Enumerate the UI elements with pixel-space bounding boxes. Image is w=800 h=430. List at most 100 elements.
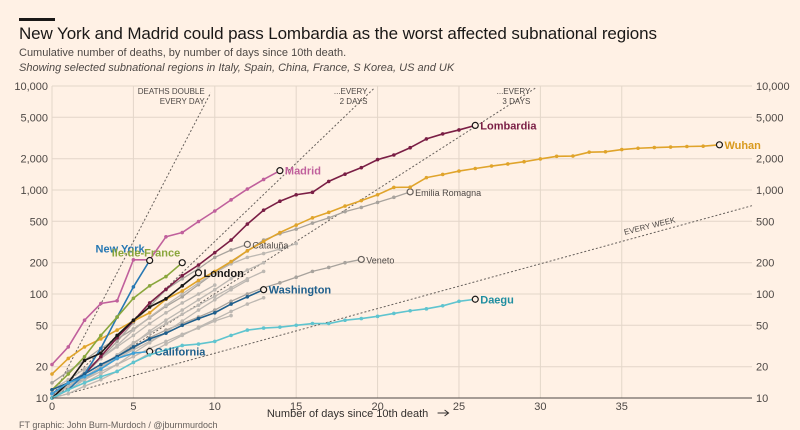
data-point bbox=[440, 132, 445, 136]
data-point bbox=[343, 204, 347, 208]
y-tick-label-left: 500 bbox=[30, 216, 48, 228]
data-point bbox=[180, 277, 185, 281]
data-point bbox=[147, 315, 152, 319]
data-point bbox=[99, 346, 103, 351]
data-point bbox=[115, 339, 119, 344]
data-point bbox=[212, 269, 217, 274]
data-point bbox=[212, 209, 217, 213]
data-point bbox=[359, 205, 364, 210]
data-point bbox=[99, 367, 103, 371]
y-tick-label-left: 10 bbox=[36, 393, 48, 405]
data-point bbox=[310, 269, 315, 274]
series-endpoint bbox=[146, 256, 154, 265]
data-point bbox=[229, 248, 233, 252]
data-point bbox=[196, 308, 201, 312]
data-point bbox=[66, 384, 71, 388]
data-point bbox=[212, 283, 217, 287]
data-point bbox=[375, 200, 380, 205]
y-tick-label-left: 5,000 bbox=[20, 112, 48, 124]
y-tick-label-left: 10,000 bbox=[14, 81, 48, 93]
y-tick-label-right: 2,000 bbox=[756, 154, 784, 166]
data-point bbox=[180, 323, 185, 328]
data-point bbox=[229, 287, 233, 292]
data-point bbox=[99, 337, 103, 341]
data-point bbox=[554, 154, 559, 159]
data-point bbox=[131, 333, 136, 338]
reference-line bbox=[51, 92, 212, 399]
data-point bbox=[245, 302, 250, 306]
data-point bbox=[392, 195, 396, 200]
data-point bbox=[668, 145, 673, 149]
data-point bbox=[375, 192, 380, 197]
y-tick-label-right: 200 bbox=[756, 258, 774, 270]
x-tick-label: 20 bbox=[371, 401, 383, 413]
data-point bbox=[115, 315, 119, 319]
data-point bbox=[278, 247, 282, 251]
data-point bbox=[343, 260, 347, 265]
data-point bbox=[310, 216, 315, 220]
data-point bbox=[164, 296, 168, 301]
data-point bbox=[212, 294, 217, 299]
reference-line-label: EVERY DAY bbox=[160, 97, 206, 106]
data-point bbox=[115, 369, 119, 374]
data-point bbox=[131, 328, 136, 332]
data-point bbox=[636, 146, 640, 151]
data-point bbox=[82, 384, 87, 388]
y-tick-label-left: 20 bbox=[36, 362, 48, 374]
data-point bbox=[245, 294, 250, 299]
data-point bbox=[245, 222, 250, 226]
series-endpoint bbox=[471, 121, 479, 129]
data-point bbox=[164, 339, 168, 344]
series-label: Lombardia bbox=[480, 120, 537, 132]
data-point bbox=[261, 295, 266, 300]
data-point bbox=[685, 144, 689, 149]
data-point bbox=[587, 150, 592, 154]
data-point bbox=[147, 353, 152, 357]
data-point bbox=[261, 260, 266, 265]
data-point bbox=[278, 325, 282, 329]
ft-top-rule bbox=[19, 18, 55, 21]
data-point bbox=[180, 332, 185, 337]
data-point bbox=[278, 230, 282, 235]
data-point bbox=[99, 374, 103, 379]
data-point bbox=[82, 367, 87, 371]
data-point bbox=[229, 302, 233, 306]
data-point bbox=[82, 374, 87, 379]
data-point bbox=[131, 318, 136, 322]
data-point bbox=[82, 318, 87, 322]
data-point bbox=[50, 381, 54, 385]
data-point bbox=[131, 345, 136, 349]
data-point bbox=[212, 339, 217, 344]
data-point bbox=[66, 356, 71, 361]
data-point bbox=[164, 287, 168, 292]
series-line bbox=[51, 297, 264, 399]
data-point bbox=[506, 162, 510, 166]
data-point bbox=[131, 348, 136, 352]
data-point bbox=[212, 297, 217, 302]
data-point bbox=[571, 154, 575, 158]
data-point bbox=[82, 381, 87, 385]
data-point bbox=[212, 310, 217, 315]
data-point bbox=[440, 172, 445, 177]
data-point bbox=[82, 345, 87, 349]
series-line bbox=[51, 169, 281, 366]
data-point bbox=[261, 177, 266, 182]
y-tick-label-right: 500 bbox=[756, 216, 774, 228]
x-tick-label: 25 bbox=[453, 401, 465, 413]
x-tick-label: 0 bbox=[49, 401, 55, 413]
y-tick-label-right: 1,000 bbox=[756, 185, 784, 197]
data-point bbox=[50, 387, 54, 392]
x-axis-arrow bbox=[437, 409, 450, 417]
data-point bbox=[343, 172, 347, 176]
data-point bbox=[164, 310, 168, 315]
data-point bbox=[66, 381, 71, 385]
data-point bbox=[229, 238, 233, 242]
series-label: Wuhan bbox=[724, 140, 761, 152]
data-point bbox=[180, 312, 185, 316]
data-point bbox=[375, 157, 380, 162]
data-point bbox=[180, 230, 185, 235]
y-tick-label-left: 200 bbox=[30, 258, 48, 270]
data-point bbox=[261, 208, 266, 212]
data-point bbox=[164, 303, 168, 308]
series-endpoint bbox=[243, 240, 251, 248]
